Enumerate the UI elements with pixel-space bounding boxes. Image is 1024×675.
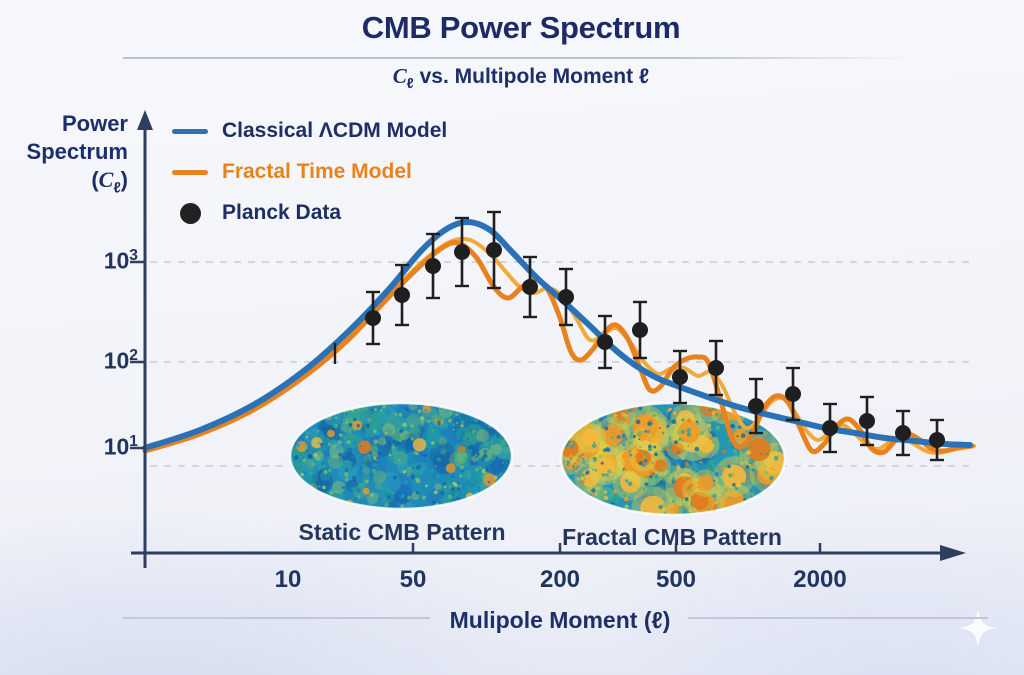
planck-point [929,432,945,448]
y-axis-arrow-icon [137,110,153,130]
planck-point [632,322,648,338]
sparkle-icon [959,609,997,647]
model-curves [142,218,976,456]
x-tick-label-2000: 2000 [793,566,847,593]
x-tick-label-500: 500 [655,566,697,593]
planck-point [859,413,875,429]
curve-fractal-time-model [142,240,975,456]
orange-line-swatch-icon [172,169,208,175]
inset-ellipse-rim [288,401,514,511]
black-dot-swatch-icon [180,202,201,224]
y-axis-title-line2: Spectrum [26,139,128,164]
static-cmb-pattern-label: Static CMB Pattern [298,519,506,545]
y-axis-title-symbol: (Cℓ) [91,167,128,197]
x-axis-title-rule-right [688,617,988,619]
axes [130,110,966,568]
planck-point [425,258,441,274]
planck-point [672,369,688,385]
chart-subtitle: Cℓ vs. Multipole Moment ℓ [393,64,649,92]
y-axis-title: Power Spectrum (Cℓ) [8,110,128,202]
planck-data-points [333,210,945,462]
fractal-cmb-pattern-label: Fractal CMB Pattern [562,524,782,550]
legend-label-fractal-time: Fractal Time Model [222,160,412,183]
subtitle-sub: ℓ [406,76,414,93]
legend-label-classical-lcdm: Classical ΛCDM Model [222,119,448,142]
subtitle-var: C [392,64,407,88]
x-axis-title: Mulipole Moment (ℓ) [449,607,671,633]
x-tick-label-10: 10 [274,566,302,593]
x-axis-title-rule-left [123,617,430,619]
planck-point [708,360,724,376]
legend-label-planck-data: Planck Data [222,201,342,224]
legend-item-classical-lcdm: Classical ΛCDM Model [172,118,447,144]
planck-point [454,244,470,260]
y-tick-label-10e1: 101 [103,433,138,460]
planck-point [748,398,764,414]
planck-point [522,279,538,295]
planck-point [365,310,381,326]
x-tick-label-50: 50 [399,566,427,593]
x-tick-label-200: 200 [539,566,581,593]
inset-static-cmb-image [290,403,512,509]
planck-point [558,289,574,305]
planck-point [895,425,911,441]
legend-item-fractal-time: Fractal Time Model [172,159,447,185]
blue-line-swatch-icon [172,128,208,134]
planck-point [822,420,838,436]
planck-point [785,386,801,402]
planck-point [394,287,410,303]
title-separator [123,57,911,59]
legend: Classical ΛCDM Model Fractal Time Model … [172,118,447,241]
y-axis-title-line1: Power [61,111,128,136]
y-tick-label-10e2: 102 [103,347,138,374]
chart-title: CMB Power Spectrum [361,10,681,45]
planck-point [597,334,613,350]
x-axis-arrow-icon [940,545,966,561]
curve-fractal-time-model-light-strand- [143,236,976,456]
y-tick-label-10e3: 103 [103,247,138,274]
planck-point [486,242,502,258]
legend-item-planck-data: Planck Data [172,200,447,226]
subtitle-rest: vs. Multipole Moment ℓ [419,65,650,88]
curve-classical-cdm-model [142,218,973,451]
